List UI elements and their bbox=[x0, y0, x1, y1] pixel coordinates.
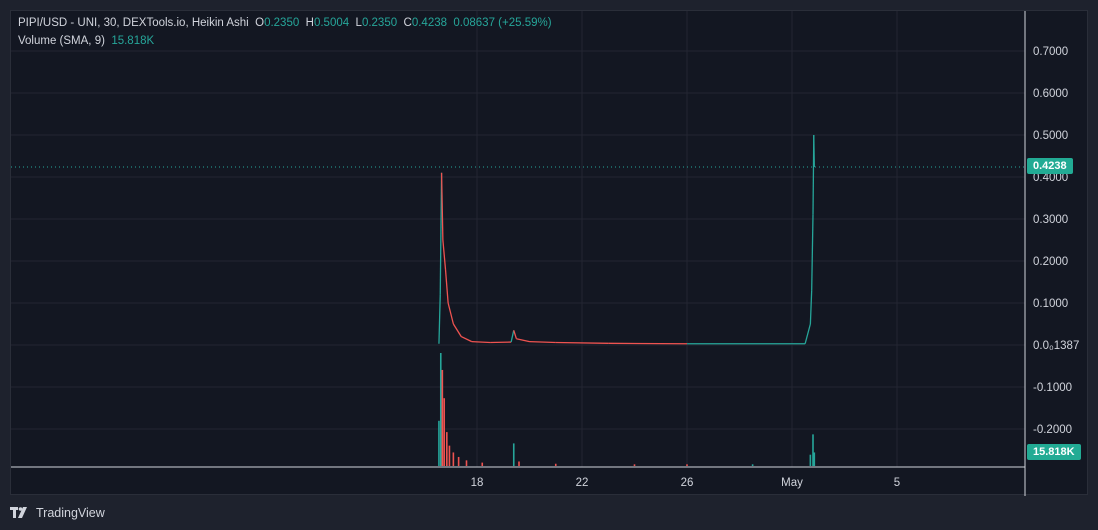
volume-bar bbox=[481, 462, 484, 466]
volume-bar bbox=[465, 460, 468, 466]
y-tick-label: 0.1000 bbox=[1033, 298, 1068, 310]
volume-bar bbox=[686, 464, 688, 466]
chart-frame[interactable]: 0.7000 0.6000 0.5000 0.4000 0.3000 0.2000 0.10… bbox=[10, 10, 1089, 496]
volume-tag: 15.818K bbox=[1027, 444, 1081, 460]
volume-bar bbox=[813, 452, 816, 466]
x-tick-label: 26 bbox=[681, 477, 694, 489]
price-segment bbox=[804, 323, 812, 344]
chart-canvas[interactable]: 0.7000 0.6000 0.5000 0.4000 0.3000 0.2000 0.10… bbox=[11, 11, 1089, 496]
volume-bar bbox=[448, 445, 451, 466]
volume-bar bbox=[438, 420, 440, 466]
price-segment bbox=[444, 269, 449, 304]
price-segment bbox=[442, 239, 447, 270]
volume-bar bbox=[751, 464, 754, 466]
volume-bar bbox=[443, 398, 445, 466]
price-segment bbox=[813, 134, 815, 168]
price-segment bbox=[460, 336, 473, 343]
volume-bar bbox=[518, 461, 520, 466]
volume-bar bbox=[452, 452, 455, 466]
price-segment bbox=[438, 294, 441, 344]
volume-bar bbox=[554, 463, 557, 466]
symbol-title[interactable]: PIPI/USD - UNI, 30, DEXTools.io, Heikin … bbox=[18, 17, 249, 29]
y-tick-label: 0.4000 bbox=[1033, 172, 1068, 184]
y-tick-label: -0.1000 bbox=[1033, 382, 1072, 394]
y-tick-label: 0.3000 bbox=[1033, 214, 1068, 226]
last-price-tag: 0.4238 bbox=[1027, 158, 1073, 174]
x-tick-label: 22 bbox=[576, 477, 589, 489]
price-segment bbox=[452, 323, 462, 337]
y-tick-label: 0.5000 bbox=[1033, 130, 1068, 142]
volume-bar bbox=[809, 454, 812, 466]
volume-bar bbox=[812, 434, 814, 466]
volume-legend[interactable]: Volume (SMA, 9) 15.818K bbox=[18, 35, 154, 47]
price-segment bbox=[811, 214, 814, 291]
volume-bars bbox=[438, 353, 816, 466]
volume-bar bbox=[439, 353, 442, 466]
price-segment bbox=[516, 338, 530, 343]
volume-bar bbox=[441, 369, 444, 466]
volume-bar bbox=[633, 464, 636, 466]
y-tick-label: 0.0₀1387 bbox=[1033, 340, 1079, 352]
x-tick-label: 18 bbox=[471, 477, 484, 489]
price-segment bbox=[529, 340, 556, 344]
high-label: H bbox=[305, 17, 314, 29]
price-segment bbox=[555, 341, 609, 344]
tradingview-footer[interactable]: TradingView bbox=[10, 504, 105, 522]
tradingview-logo-icon bbox=[10, 507, 30, 519]
price-change: 0.08637 (+25.59%) bbox=[453, 17, 552, 29]
volume-indicator-label[interactable]: Volume (SMA, 9) bbox=[18, 35, 105, 47]
price-series bbox=[438, 134, 815, 345]
price-segment bbox=[809, 290, 813, 325]
y-tick-label: 0.6000 bbox=[1033, 88, 1068, 100]
price-segment bbox=[471, 340, 491, 344]
volume-value: 15.818K bbox=[111, 35, 155, 47]
price-axis: 0.7000 0.6000 0.5000 0.4000 0.3000 0.2000 0.10… bbox=[1033, 46, 1079, 436]
low-value: 0.2350 bbox=[361, 17, 398, 29]
ohlc-legend[interactable]: PIPI/USD - UNI, 30, DEXTools.io, Heikin … bbox=[18, 17, 552, 29]
time-axis: 18 22 26 May 5 bbox=[471, 477, 901, 489]
close-label: C bbox=[403, 17, 412, 29]
volume-bar bbox=[512, 443, 515, 466]
low-label: L bbox=[355, 17, 362, 29]
volume-bar bbox=[457, 456, 460, 466]
x-tick-label: 5 bbox=[894, 477, 900, 489]
y-tick-label: 0.2000 bbox=[1033, 256, 1068, 268]
y-tick-label: -0.2000 bbox=[1033, 424, 1072, 436]
price-segment bbox=[447, 302, 455, 325]
open-value: 0.2350 bbox=[264, 17, 300, 29]
price-segment bbox=[513, 330, 517, 339]
tradingview-brand: TradingView bbox=[36, 506, 105, 520]
price-segment bbox=[510, 330, 515, 343]
volume-bar bbox=[446, 432, 448, 466]
y-tick-label: 0.7000 bbox=[1033, 46, 1068, 58]
price-segment bbox=[440, 172, 444, 241]
grid-lines bbox=[11, 11, 1025, 467]
close-value: 0.4238 bbox=[411, 17, 448, 29]
open-label: O bbox=[255, 17, 265, 29]
x-tick-label: May bbox=[781, 477, 803, 489]
high-value: 0.5004 bbox=[313, 17, 350, 29]
